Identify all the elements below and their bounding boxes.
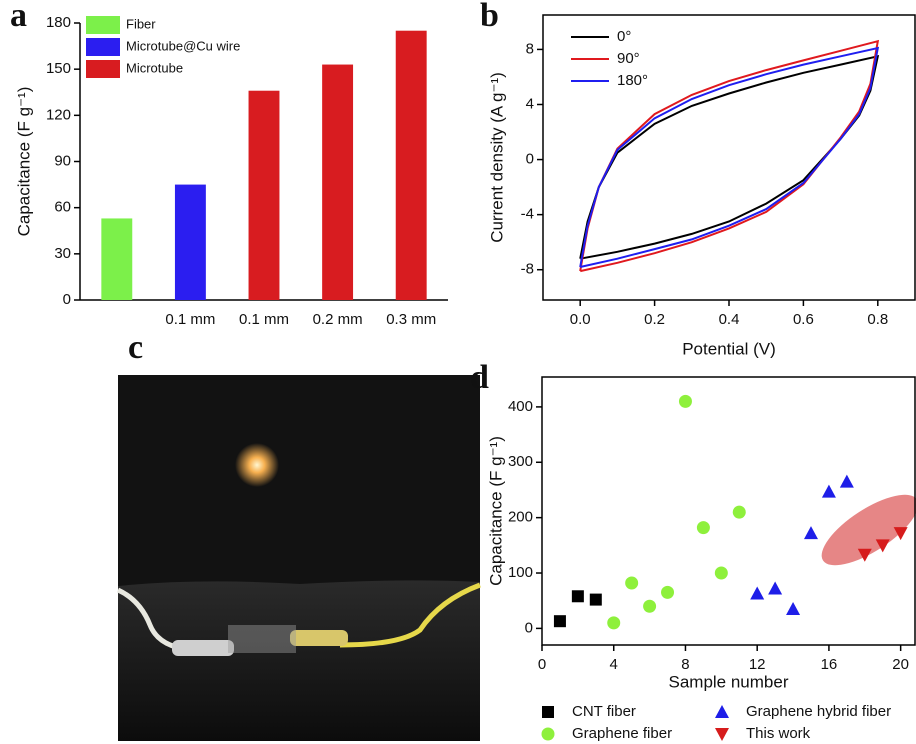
legend-label: Graphene hybrid fiber bbox=[746, 703, 891, 720]
x-tick-label: 0.6 bbox=[793, 311, 814, 328]
y-tick-label: 0 bbox=[525, 619, 533, 636]
photo-table bbox=[118, 580, 480, 741]
point bbox=[786, 602, 801, 616]
point bbox=[589, 593, 602, 606]
legend-label: Fiber bbox=[126, 16, 156, 31]
x-tick-label: 16 bbox=[821, 656, 838, 673]
x-axis-label: Sample number bbox=[668, 672, 788, 691]
y-tick-label: 180 bbox=[46, 14, 71, 31]
point bbox=[875, 539, 890, 553]
legend-marker bbox=[715, 705, 729, 718]
point bbox=[839, 474, 854, 488]
x-tick-label: 0.1 mm bbox=[239, 311, 289, 328]
y-axis-label: Capacitance (F g⁻¹) bbox=[14, 87, 33, 237]
axis-frame bbox=[541, 376, 916, 646]
x-tick-label: 0.0 bbox=[570, 311, 591, 328]
legend-label: 0° bbox=[617, 28, 631, 45]
legend-label: 90° bbox=[617, 50, 640, 67]
point bbox=[732, 505, 746, 519]
legend-swatch bbox=[86, 16, 120, 34]
point bbox=[661, 585, 675, 599]
y-tick-label: 400 bbox=[508, 398, 533, 415]
cv-curve bbox=[579, 39, 880, 273]
x-axis-label: Potential (V) bbox=[682, 339, 776, 358]
y-tick-label: 0 bbox=[63, 291, 71, 308]
legend-marker bbox=[541, 727, 555, 741]
point bbox=[678, 394, 692, 408]
y-tick-label: 200 bbox=[508, 509, 533, 526]
photo-device bbox=[228, 625, 296, 653]
point bbox=[893, 527, 908, 541]
y-tick-label: 90 bbox=[54, 152, 71, 169]
x-tick-label: 8 bbox=[681, 656, 689, 673]
x-tick-label: 4 bbox=[610, 656, 618, 673]
x-tick-label: 0.3 mm bbox=[386, 311, 436, 328]
point bbox=[768, 581, 783, 595]
highlight bbox=[821, 494, 916, 566]
axis-frame bbox=[542, 14, 916, 301]
photo-wire bbox=[339, 582, 481, 648]
point bbox=[857, 548, 872, 562]
bar bbox=[174, 184, 206, 300]
x-tick-label: 0.8 bbox=[867, 311, 888, 328]
point bbox=[821, 484, 836, 498]
x-tick-label: 20 bbox=[892, 656, 909, 673]
legend-label: Microtube bbox=[126, 60, 183, 75]
point bbox=[553, 615, 566, 628]
legend-swatch bbox=[86, 38, 120, 56]
y-tick-label: 100 bbox=[508, 564, 533, 581]
legend-label: Microtube@Cu wire bbox=[126, 38, 240, 53]
x-tick-label: 0.4 bbox=[719, 311, 740, 328]
y-tick-label: 60 bbox=[54, 199, 71, 216]
bar bbox=[395, 30, 427, 300]
y-axis-label: Capacitance (F g⁻¹) bbox=[486, 436, 505, 586]
point bbox=[607, 616, 621, 630]
y-tick-label: 300 bbox=[508, 453, 533, 470]
point bbox=[696, 521, 710, 535]
legend-label: 180° bbox=[617, 72, 648, 89]
legend-label: CNT fiber bbox=[572, 703, 636, 720]
y-tick-label: 30 bbox=[54, 245, 71, 262]
legend-marker bbox=[542, 706, 554, 718]
y-tick-label: 4 bbox=[526, 95, 534, 112]
legend-label: This work bbox=[746, 725, 811, 742]
panel-label: a bbox=[10, 0, 27, 34]
photo-clip bbox=[290, 630, 348, 646]
y-tick-label: 150 bbox=[46, 60, 71, 77]
legend-label: Graphene fiber bbox=[572, 725, 672, 742]
cv-curve bbox=[579, 54, 880, 260]
point bbox=[625, 576, 639, 590]
point bbox=[571, 590, 584, 603]
bar bbox=[101, 218, 133, 300]
photo-led bbox=[235, 443, 279, 487]
panel-label: d bbox=[470, 359, 489, 396]
point bbox=[803, 526, 818, 540]
panel-label: b bbox=[480, 0, 499, 34]
legend-marker bbox=[715, 728, 729, 741]
x-tick-label: 0 bbox=[538, 656, 546, 673]
point bbox=[643, 599, 657, 613]
photo-clip bbox=[172, 640, 234, 656]
cv-curve bbox=[579, 46, 880, 268]
legend-swatch bbox=[86, 60, 120, 78]
y-tick-label: 0 bbox=[526, 151, 534, 168]
y-axis-label: Current density (A g⁻¹) bbox=[487, 72, 506, 243]
bar bbox=[248, 90, 280, 300]
photo bbox=[116, 375, 481, 741]
x-tick-label: 0.2 bbox=[644, 311, 665, 328]
x-tick-label: 0.1 mm bbox=[165, 311, 215, 328]
point bbox=[714, 566, 728, 580]
panel-label: c bbox=[128, 329, 143, 366]
bar bbox=[322, 64, 354, 300]
y-tick-label: 8 bbox=[526, 40, 534, 57]
y-tick-label: -8 bbox=[521, 261, 534, 278]
x-tick-label: 12 bbox=[749, 656, 766, 673]
y-tick-label: 120 bbox=[46, 106, 71, 123]
y-tick-label: -4 bbox=[521, 206, 534, 223]
point bbox=[750, 586, 765, 600]
x-tick-label: 0.2 mm bbox=[313, 311, 363, 328]
